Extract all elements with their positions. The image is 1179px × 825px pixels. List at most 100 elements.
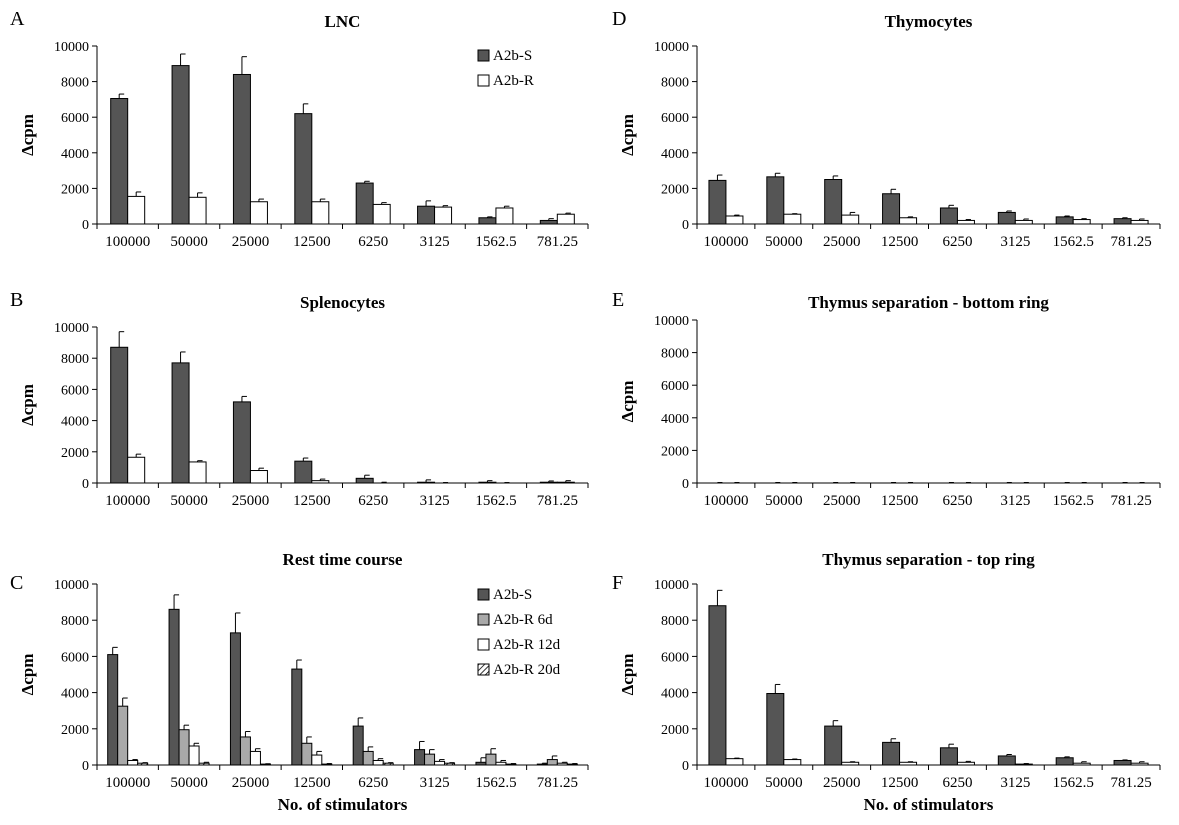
legend-label: A2b-R 6d bbox=[493, 612, 553, 628]
x-tick-label: 781.25 bbox=[1110, 234, 1151, 250]
legend-swatch bbox=[477, 49, 490, 62]
chart-panel-a: A LNC 0 2000 4000 6000 8000 10000 Δcpm 100000 5000… bbox=[10, 8, 589, 250]
x-tick-label: 100000 bbox=[703, 775, 748, 791]
y-tick-label: 8000 bbox=[61, 352, 89, 367]
bar bbox=[1130, 762, 1149, 766]
bar bbox=[171, 65, 190, 225]
x-tick-label: 6250 bbox=[358, 234, 388, 250]
chart-panel-f: F Thymus separation - top ring 0 2000 4000 60… bbox=[612, 550, 1161, 814]
x-tick-label: 25000 bbox=[823, 493, 861, 509]
y-tick-label: 10000 bbox=[54, 578, 89, 593]
bar bbox=[229, 632, 241, 766]
x-tick-label: 781.25 bbox=[537, 234, 578, 250]
bar bbox=[882, 741, 901, 766]
x-tick-label: 6250 bbox=[358, 775, 388, 791]
bar bbox=[321, 763, 333, 766]
x-tick-label: 1562.5 bbox=[1053, 234, 1094, 250]
bar bbox=[188, 196, 207, 225]
y-axis-label: Δcpm bbox=[618, 381, 637, 423]
x-tick-label: 100000 bbox=[105, 234, 150, 250]
x-tick-label: 781.25 bbox=[1110, 493, 1151, 509]
bar bbox=[478, 217, 497, 225]
bar bbox=[178, 729, 190, 766]
x-tick-label: 50000 bbox=[765, 234, 803, 250]
bar bbox=[882, 193, 901, 225]
bar bbox=[311, 754, 323, 766]
y-tick-label: 8000 bbox=[661, 614, 689, 629]
bar bbox=[1055, 757, 1074, 766]
y-tick-label: 2000 bbox=[661, 182, 689, 197]
panel-letter: B bbox=[10, 289, 23, 311]
chart-title: Thymocytes bbox=[885, 12, 973, 31]
bar bbox=[232, 73, 251, 225]
x-tick-label: 3125 bbox=[1000, 775, 1030, 791]
y-tick-label: 4000 bbox=[61, 147, 89, 162]
y-tick-label: 0 bbox=[682, 218, 689, 233]
bar bbox=[188, 461, 207, 484]
legend-swatch bbox=[477, 588, 490, 601]
panel-letter: D bbox=[612, 8, 626, 30]
y-tick-label: 10000 bbox=[54, 40, 89, 55]
bar bbox=[110, 98, 129, 225]
x-tick-label: 1562.5 bbox=[1053, 493, 1094, 509]
bar bbox=[1072, 219, 1091, 225]
x-tick-label: 25000 bbox=[823, 775, 861, 791]
legend: A2b-S A2b-R 6d A2b-R 12d A2b-R 20d bbox=[477, 587, 561, 678]
y-tick-label: 8000 bbox=[61, 76, 89, 91]
bar bbox=[824, 179, 843, 225]
bar bbox=[362, 750, 374, 766]
x-tick-label: 1562.5 bbox=[1053, 775, 1094, 791]
bar bbox=[766, 176, 785, 225]
y-tick-label: 4000 bbox=[61, 415, 89, 430]
bar bbox=[708, 179, 727, 225]
bar bbox=[539, 219, 558, 225]
bar bbox=[232, 401, 251, 484]
y-tick-label: 10000 bbox=[654, 40, 689, 55]
y-tick-label: 8000 bbox=[61, 614, 89, 629]
bar bbox=[539, 481, 558, 484]
chart-title: Thymus separation - top ring bbox=[822, 550, 1035, 569]
bar bbox=[939, 207, 958, 225]
y-tick-label: 6000 bbox=[661, 379, 689, 394]
bar bbox=[478, 481, 497, 484]
x-tick-label: 25000 bbox=[232, 775, 270, 791]
x-tick-label: 1562.5 bbox=[475, 493, 516, 509]
y-tick-label: 8000 bbox=[661, 347, 689, 362]
bar bbox=[899, 761, 918, 766]
x-axis-label: No. of stimulators bbox=[864, 795, 994, 814]
bar bbox=[1072, 762, 1091, 766]
y-tick-label: 10000 bbox=[654, 578, 689, 593]
y-tick-label: 0 bbox=[82, 759, 89, 774]
chart-title: LNC bbox=[325, 12, 361, 31]
y-axis-label: Δcpm bbox=[18, 114, 37, 156]
y-tick-label: 6000 bbox=[661, 111, 689, 126]
x-tick-label: 6250 bbox=[358, 493, 388, 509]
y-tick-label: 2000 bbox=[661, 723, 689, 738]
chart-panel-b: B Splenocytes 0 2000 4000 6000 8000 10000 Δcpm 10… bbox=[10, 289, 589, 509]
bar bbox=[556, 213, 575, 225]
x-tick-label: 3125 bbox=[420, 234, 450, 250]
y-tick-label: 6000 bbox=[661, 650, 689, 665]
bar bbox=[291, 668, 303, 766]
x-tick-label: 3125 bbox=[420, 493, 450, 509]
bar bbox=[824, 725, 843, 766]
bar bbox=[725, 758, 744, 766]
x-tick-label: 3125 bbox=[1000, 234, 1030, 250]
panel-letter: F bbox=[612, 572, 623, 594]
bar bbox=[536, 763, 548, 766]
x-tick-label: 100000 bbox=[703, 493, 748, 509]
bar bbox=[939, 747, 958, 766]
x-tick-label: 25000 bbox=[232, 493, 270, 509]
x-tick-label: 12500 bbox=[881, 493, 919, 509]
bar bbox=[355, 182, 374, 225]
bar bbox=[841, 761, 860, 766]
x-tick-label: 3125 bbox=[1000, 493, 1030, 509]
legend-label: A2b-R bbox=[493, 73, 534, 89]
y-tick-label: 2000 bbox=[61, 182, 89, 197]
x-tick-label: 100000 bbox=[105, 775, 150, 791]
bar bbox=[556, 762, 568, 766]
chart-panel-e: E Thymus separation - bottom ring 0 2000 400… bbox=[612, 289, 1161, 509]
x-tick-label: 781.25 bbox=[537, 493, 578, 509]
bar bbox=[485, 753, 497, 766]
